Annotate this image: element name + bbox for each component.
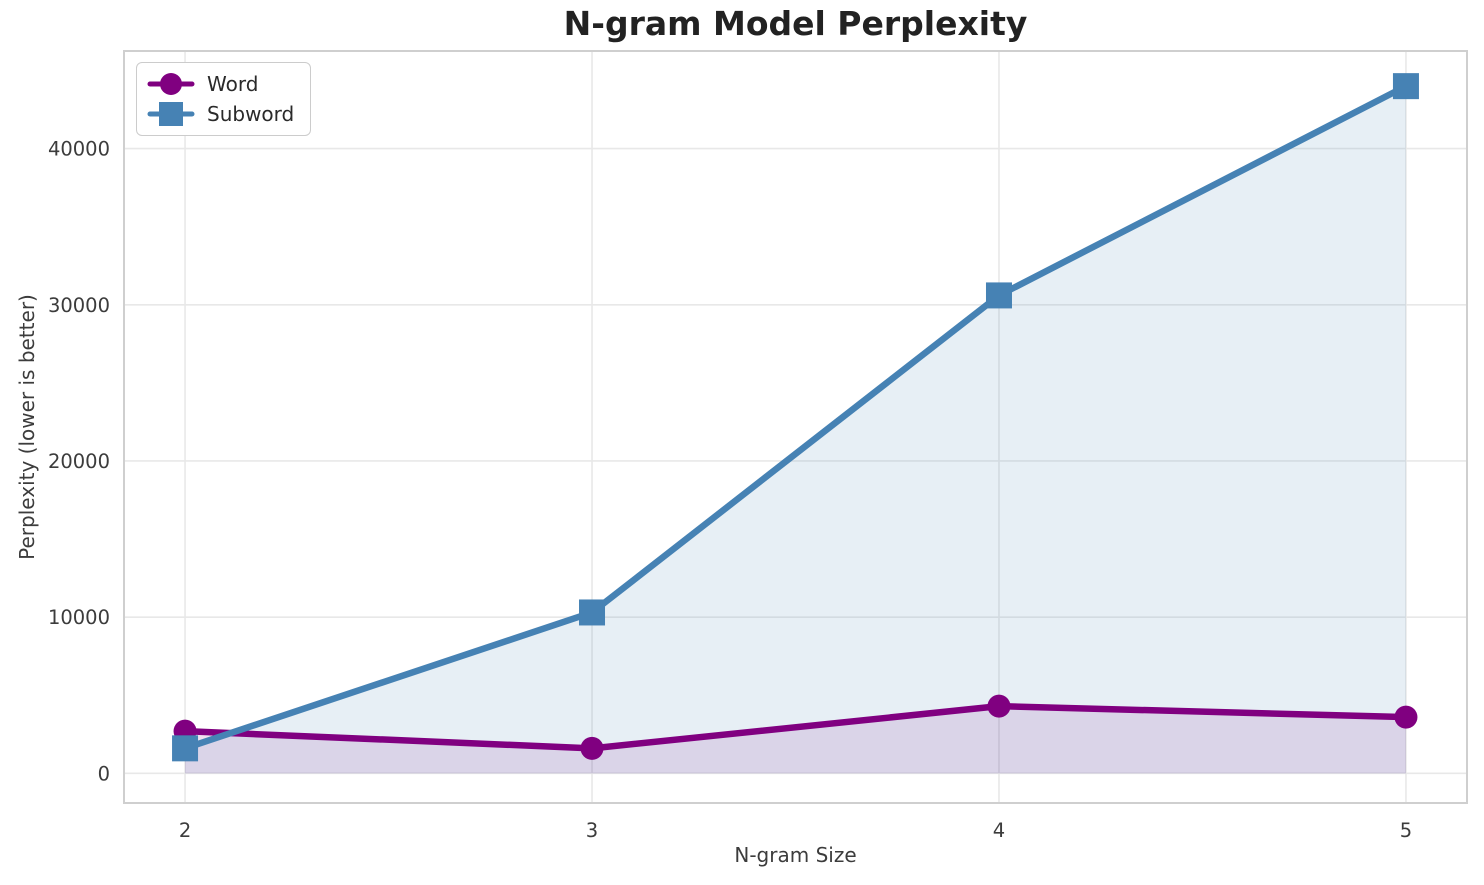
x-tick-label: 4 — [993, 819, 1005, 842]
x-tick-label: 3 — [586, 819, 598, 842]
x-tick-label: 5 — [1400, 819, 1412, 842]
series-line-subword — [181, 82, 1410, 752]
subword-data-point — [985, 282, 1012, 309]
series-fill-subword — [185, 86, 1406, 774]
legend-item-word: Word — [147, 71, 294, 97]
legend-item-subword: Subword — [147, 101, 294, 127]
word-data-point — [580, 736, 604, 760]
subword-data-point — [172, 735, 199, 762]
subword-data-point — [1392, 73, 1419, 100]
series-line-word — [181, 702, 1410, 752]
y-tick-label: 30000 — [48, 294, 110, 317]
x-axis-label: N-gram Size — [734, 843, 857, 867]
x-tick-label: 2 — [179, 819, 191, 842]
legend-label-word: Word — [207, 72, 259, 96]
chart-title: N-gram Model Perplexity — [563, 4, 1028, 43]
plot-border — [123, 50, 1468, 804]
word-data-point — [987, 694, 1011, 718]
y-tick-label: 10000 — [48, 606, 110, 629]
y-tick-label: 40000 — [48, 138, 110, 161]
legend: Word Subword — [136, 62, 312, 136]
y-axis-label: Perplexity (lower is better) — [15, 294, 39, 560]
subword-series-marker-icon — [147, 102, 195, 126]
word-series-marker-icon — [147, 73, 195, 95]
word-data-point — [1394, 705, 1418, 729]
series-fill-word — [185, 706, 1406, 774]
legend-label-subword: Subword — [207, 102, 295, 126]
y-tick-label: 20000 — [48, 450, 110, 473]
subword-data-point — [579, 599, 606, 626]
y-tick-label: 0 — [98, 762, 110, 785]
